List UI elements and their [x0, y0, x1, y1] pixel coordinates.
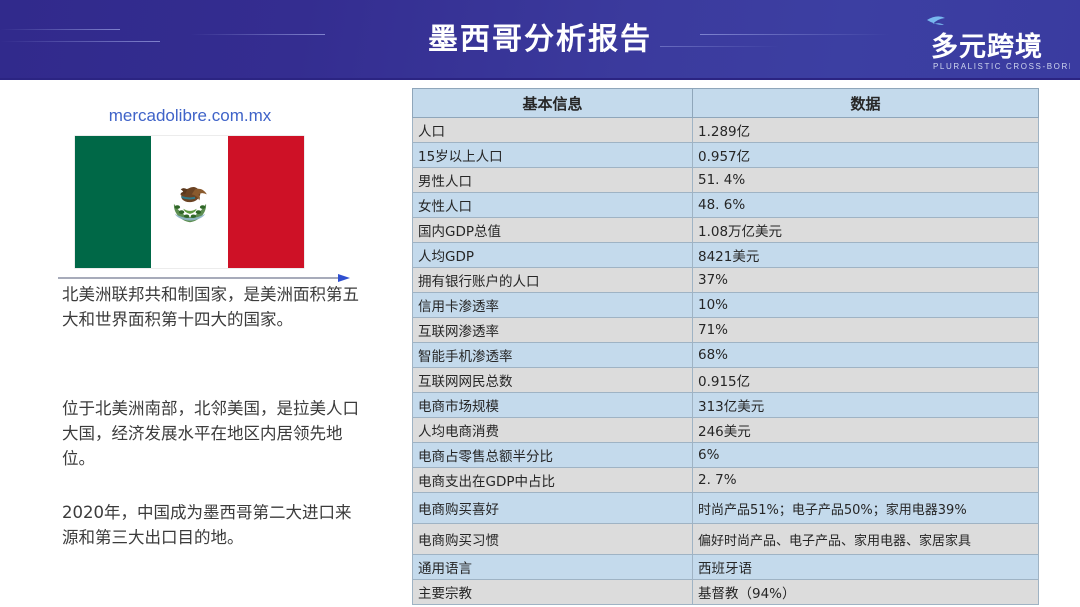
table-row: 人口 1.289亿	[412, 117, 1039, 143]
table-row: 通用语言 西班牙语	[412, 554, 1039, 580]
table-cell-value: 71%	[692, 317, 1039, 343]
mexico-coat-of-arms-icon	[173, 187, 207, 223]
table-cell-value: 8421美元	[692, 242, 1039, 268]
table-cell-value: 48. 6%	[692, 192, 1039, 218]
header-bottom-rule	[0, 78, 1080, 80]
table-header-label: 基本信息	[412, 88, 693, 118]
flag-band-red	[227, 136, 304, 268]
table-cell-label: 通用语言	[412, 554, 693, 580]
table-row: 人均电商消费 246美元	[412, 417, 1039, 443]
table-row: 电商占零售总额半分比 6%	[412, 442, 1039, 468]
brand-logo: 多元跨境 PLURALISTIC CROSS-BORDER	[855, 2, 1070, 78]
table-header-row: 基本信息 数据	[412, 88, 1039, 118]
table-row: 信用卡渗透率 10%	[412, 292, 1039, 318]
flag-band-green	[75, 136, 152, 268]
table-row: 智能手机渗透率 68%	[412, 342, 1039, 368]
svg-text:PLURALISTIC CROSS-BORDER: PLURALISTIC CROSS-BORDER	[933, 62, 1070, 71]
table-cell-label: 拥有银行账户的人口	[412, 267, 693, 293]
header-decor-line-right-2	[660, 46, 780, 47]
table-cell-value: 68%	[692, 342, 1039, 368]
table-row: 国内GDP总值 1.08万亿美元	[412, 217, 1039, 243]
table-cell-value: 时尚产品51%；电子产品50%；家用电器39%	[692, 492, 1039, 524]
table-row: 电商市场规模 313亿美元	[412, 392, 1039, 418]
table-cell-label: 人均GDP	[412, 242, 693, 268]
header-decor-line-left-1	[0, 29, 120, 30]
table-cell-value: 1.289亿	[692, 117, 1039, 143]
mexico-flag-image	[75, 136, 304, 268]
description-paragraph-2: 位于北美洲南部，北邻美国，是拉美人口大国，经济发展水平在地区内居领先地位。	[62, 399, 359, 468]
table-body: 人口 1.289亿 15岁以上人口 0.957亿 男性人口 51. 4% 女性人口 48. 6…	[412, 117, 1039, 605]
table-cell-label: 主要宗教	[412, 579, 693, 605]
basic-info-table-wrapper: 基本信息 数据 人口 1.289亿 15岁以上人口 0.957亿 男性人口 51. 4% 女…	[412, 88, 1039, 605]
table-cell-label: 电商支出在GDP中占比	[412, 467, 693, 493]
basic-info-table: 基本信息 数据 人口 1.289亿 15岁以上人口 0.957亿 男性人口 51. 4% 女…	[412, 88, 1039, 605]
table-row: 主要宗教 基督教（94%）	[412, 579, 1039, 605]
table-row: 人均GDP 8421美元	[412, 242, 1039, 268]
table-row: 电商购买习惯 偏好时尚产品、电子产品、家用电器、家居家具	[412, 523, 1039, 555]
table-cell-value: 313亿美元	[692, 392, 1039, 418]
page-title: 墨西哥分析报告	[428, 22, 652, 57]
table-cell-value: 6%	[692, 442, 1039, 468]
header-decor-line-left-3	[190, 34, 325, 35]
table-row: 男性人口 51. 4%	[412, 167, 1039, 193]
section-divider-arrow	[58, 270, 350, 282]
table-cell-label: 互联网网民总数	[412, 367, 693, 393]
table-cell-label: 女性人口	[412, 192, 693, 218]
header-decor-line-left-2	[0, 41, 160, 42]
table-row: 电商支出在GDP中占比 2. 7%	[412, 467, 1039, 493]
table-cell-value: 2. 7%	[692, 467, 1039, 493]
table-cell-label: 智能手机渗透率	[412, 342, 693, 368]
table-cell-value: 37%	[692, 267, 1039, 293]
table-cell-label: 人口	[412, 117, 693, 143]
table-cell-label: 电商市场规模	[412, 392, 693, 418]
header-decor-line-right-1	[700, 34, 890, 35]
description-paragraph-1: 北美洲联邦共和制国家，是美洲面积第五大和世界面积第十四大的国家。	[62, 285, 359, 329]
table-cell-label: 国内GDP总值	[412, 217, 693, 243]
svg-text:多元跨境: 多元跨境	[931, 32, 1043, 63]
flag-band-white	[151, 136, 228, 268]
table-cell-label: 互联网渗透率	[412, 317, 693, 343]
table-cell-value: 10%	[692, 292, 1039, 318]
table-cell-label: 电商购买喜好	[412, 492, 693, 524]
table-cell-value: 西班牙语	[692, 554, 1039, 580]
table-header-value: 数据	[692, 88, 1039, 118]
table-cell-value: 0.915亿	[692, 367, 1039, 393]
table-cell-label: 男性人口	[412, 167, 693, 193]
table-cell-value: 1.08万亿美元	[692, 217, 1039, 243]
table-cell-label: 人均电商消费	[412, 417, 693, 443]
table-cell-value: 0.957亿	[692, 142, 1039, 168]
description-paragraph-3: 2020年，中国成为墨西哥第二大进口来源和第三大出口目的地。	[62, 503, 352, 547]
table-cell-label: 电商购买习惯	[412, 523, 693, 555]
table-row: 女性人口 48. 6%	[412, 192, 1039, 218]
table-row: 15岁以上人口 0.957亿	[412, 142, 1039, 168]
table-cell-label: 15岁以上人口	[412, 142, 693, 168]
table-cell-value: 偏好时尚产品、电子产品、家用电器、家居家具	[692, 523, 1039, 555]
table-cell-value: 51. 4%	[692, 167, 1039, 193]
table-cell-value: 246美元	[692, 417, 1039, 443]
table-cell-label: 信用卡渗透率	[412, 292, 693, 318]
table-row: 互联网网民总数 0.915亿	[412, 367, 1039, 393]
table-cell-value: 基督教（94%）	[692, 579, 1039, 605]
table-row: 电商购买喜好 时尚产品51%；电子产品50%；家用电器39%	[412, 492, 1039, 524]
left-panel: mercadolibre.com.mx	[0, 80, 400, 607]
table-row: 互联网渗透率 71%	[412, 317, 1039, 343]
page-header: 墨西哥分析报告 多元跨境	[0, 0, 1080, 80]
marketplace-url-label: mercadolibre.com.mx	[108, 106, 272, 125]
table-cell-label: 电商占零售总额半分比	[412, 442, 693, 468]
table-row: 拥有银行账户的人口 37%	[412, 267, 1039, 293]
